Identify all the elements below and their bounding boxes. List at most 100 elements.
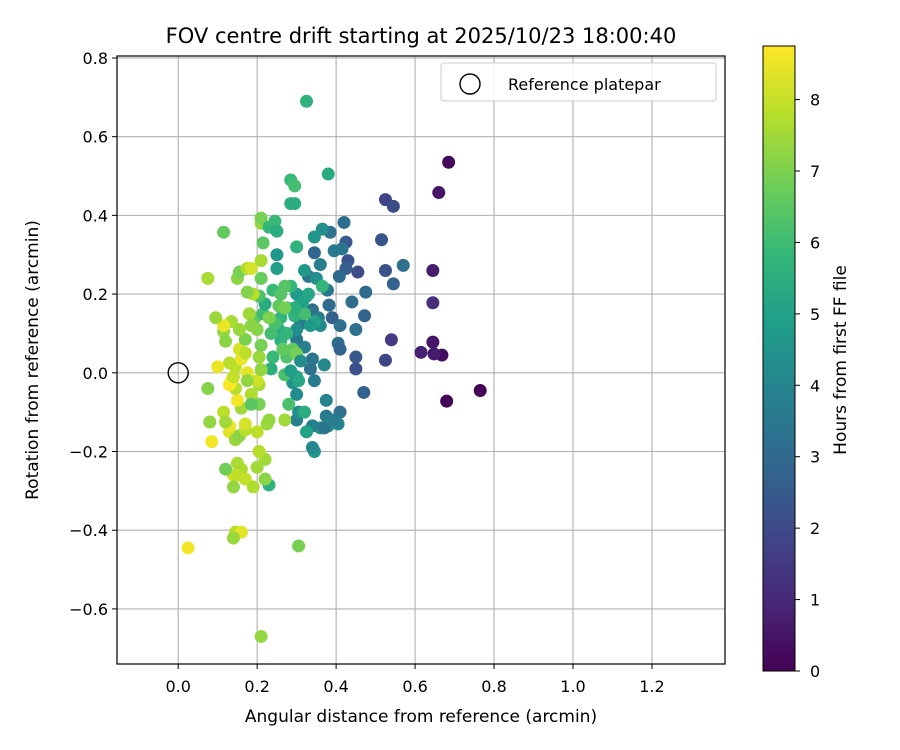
x-tick-label: 0.4 bbox=[323, 677, 348, 696]
data-point bbox=[386, 277, 400, 291]
data-point bbox=[333, 319, 347, 333]
legend-entry-reference: Reference platepar bbox=[508, 75, 661, 94]
plot-frame bbox=[116, 55, 726, 665]
y-tick-label: 0.8 bbox=[83, 49, 108, 68]
data-point bbox=[264, 326, 278, 340]
colorbar-ticks: 0 1 2 3 4 5 6 7 8 bbox=[795, 91, 820, 681]
data-point bbox=[250, 374, 264, 388]
data-point bbox=[244, 397, 258, 411]
data-point bbox=[300, 425, 314, 439]
data-point bbox=[254, 363, 268, 377]
colorbar-tick-label: 4 bbox=[810, 376, 820, 395]
data-point bbox=[260, 417, 274, 431]
data-point bbox=[333, 342, 347, 356]
data-point bbox=[307, 230, 321, 244]
colorbar-tick-label: 1 bbox=[810, 591, 820, 610]
y-tick-label: −0.2 bbox=[69, 442, 108, 461]
colorbar-tick-label: 2 bbox=[810, 519, 820, 538]
colorbar-tick-label: 7 bbox=[810, 162, 820, 181]
colorbar-tick-label: 6 bbox=[810, 233, 820, 252]
x-axis-label: Angular distance from reference (arcmin) bbox=[245, 707, 597, 727]
data-point bbox=[332, 269, 346, 283]
x-tick-label: 0.2 bbox=[244, 677, 269, 696]
data-point bbox=[349, 323, 363, 337]
data-point bbox=[298, 307, 312, 321]
data-point bbox=[252, 444, 266, 458]
data-point bbox=[396, 258, 410, 272]
colorbar: 0 1 2 3 4 5 6 7 8 Hours from first FF file bbox=[762, 45, 851, 681]
data-point bbox=[238, 332, 252, 346]
data-point bbox=[242, 307, 256, 321]
colorbar-tick-label: 0 bbox=[810, 662, 820, 681]
y-tick-label: −0.6 bbox=[69, 600, 108, 619]
data-point bbox=[278, 413, 292, 427]
data-point bbox=[315, 222, 329, 236]
data-point bbox=[209, 311, 223, 325]
data-point bbox=[317, 421, 331, 435]
data-point bbox=[254, 211, 268, 225]
data-point bbox=[282, 397, 296, 411]
data-points bbox=[181, 94, 487, 643]
data-point bbox=[226, 370, 240, 384]
grid-lines bbox=[117, 56, 725, 664]
data-point bbox=[252, 350, 266, 364]
y-tick-label: 0.2 bbox=[83, 285, 108, 304]
data-point bbox=[322, 298, 336, 312]
data-point bbox=[270, 224, 284, 238]
data-point bbox=[230, 456, 244, 470]
data-point bbox=[278, 301, 292, 315]
y-tick-label: 0.4 bbox=[83, 206, 108, 225]
data-point bbox=[270, 248, 284, 262]
reference-platepar-marker bbox=[167, 362, 189, 384]
data-point bbox=[284, 364, 298, 378]
data-point bbox=[244, 262, 258, 276]
data-point bbox=[305, 352, 319, 366]
x-tick-label: 0.6 bbox=[402, 677, 427, 696]
data-point bbox=[426, 335, 440, 349]
colorbar-tick-label: 5 bbox=[810, 305, 820, 324]
data-point bbox=[254, 271, 268, 285]
data-point bbox=[351, 265, 365, 279]
legend: Reference platepar bbox=[440, 62, 717, 102]
colorbar-tick-label: 3 bbox=[810, 448, 820, 467]
data-point bbox=[292, 539, 306, 553]
data-point bbox=[442, 155, 456, 169]
data-point bbox=[303, 319, 317, 333]
data-point bbox=[250, 460, 264, 474]
data-point bbox=[294, 354, 308, 368]
data-point bbox=[432, 186, 446, 200]
data-point bbox=[211, 360, 225, 374]
data-point bbox=[378, 353, 392, 367]
data-point bbox=[226, 480, 240, 494]
data-point bbox=[473, 383, 487, 397]
y-tick-label: 0.6 bbox=[83, 128, 108, 147]
y-tick-label: −0.4 bbox=[69, 521, 108, 540]
data-point bbox=[337, 215, 351, 229]
data-point bbox=[307, 374, 321, 388]
data-point bbox=[274, 287, 288, 301]
data-point bbox=[327, 413, 341, 427]
data-point bbox=[181, 541, 195, 555]
data-point bbox=[357, 385, 371, 399]
data-point bbox=[262, 311, 276, 325]
data-point bbox=[203, 415, 217, 429]
data-point bbox=[288, 179, 302, 193]
data-point bbox=[303, 362, 317, 376]
data-point bbox=[238, 472, 252, 486]
data-point bbox=[219, 415, 233, 429]
data-point bbox=[359, 285, 373, 299]
data-point bbox=[258, 472, 272, 486]
data-point bbox=[219, 462, 233, 476]
y-axis-ticks: −0.6 −0.4 −0.2 0.0 0.2 0.4 0.6 0.8 bbox=[69, 49, 117, 619]
data-point bbox=[290, 323, 304, 337]
x-tick-label: 0.8 bbox=[481, 677, 506, 696]
data-point bbox=[426, 296, 440, 310]
data-point bbox=[250, 425, 264, 439]
data-point bbox=[238, 417, 252, 431]
data-point bbox=[288, 197, 302, 211]
data-point bbox=[290, 387, 304, 401]
data-point bbox=[327, 244, 341, 258]
data-point bbox=[254, 254, 268, 268]
